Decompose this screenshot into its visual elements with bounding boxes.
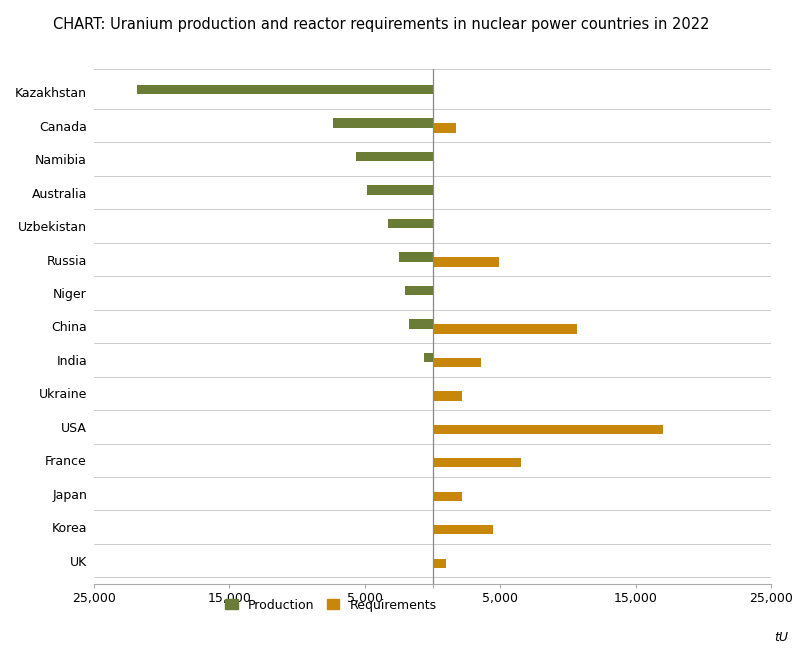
Bar	[367, 185, 432, 195]
Text: tU: tU	[774, 631, 788, 644]
Bar	[432, 325, 578, 333]
Bar	[432, 558, 446, 568]
Bar	[137, 85, 432, 94]
Bar	[432, 391, 462, 401]
Bar	[405, 286, 432, 295]
Bar	[410, 319, 432, 329]
Bar	[432, 358, 482, 367]
Legend: Production, Requirements: Production, Requirements	[221, 593, 441, 616]
Bar	[432, 492, 462, 501]
Bar	[432, 257, 499, 267]
Bar	[432, 525, 494, 534]
Bar	[424, 353, 432, 362]
Bar	[432, 458, 520, 468]
Bar	[432, 425, 663, 434]
Bar	[388, 219, 432, 228]
Bar	[356, 152, 432, 161]
Bar	[398, 252, 432, 261]
Bar	[432, 124, 456, 133]
Bar	[333, 118, 432, 128]
Text: CHART: Uranium production and reactor requirements in nuclear power countries in: CHART: Uranium production and reactor re…	[53, 17, 709, 32]
